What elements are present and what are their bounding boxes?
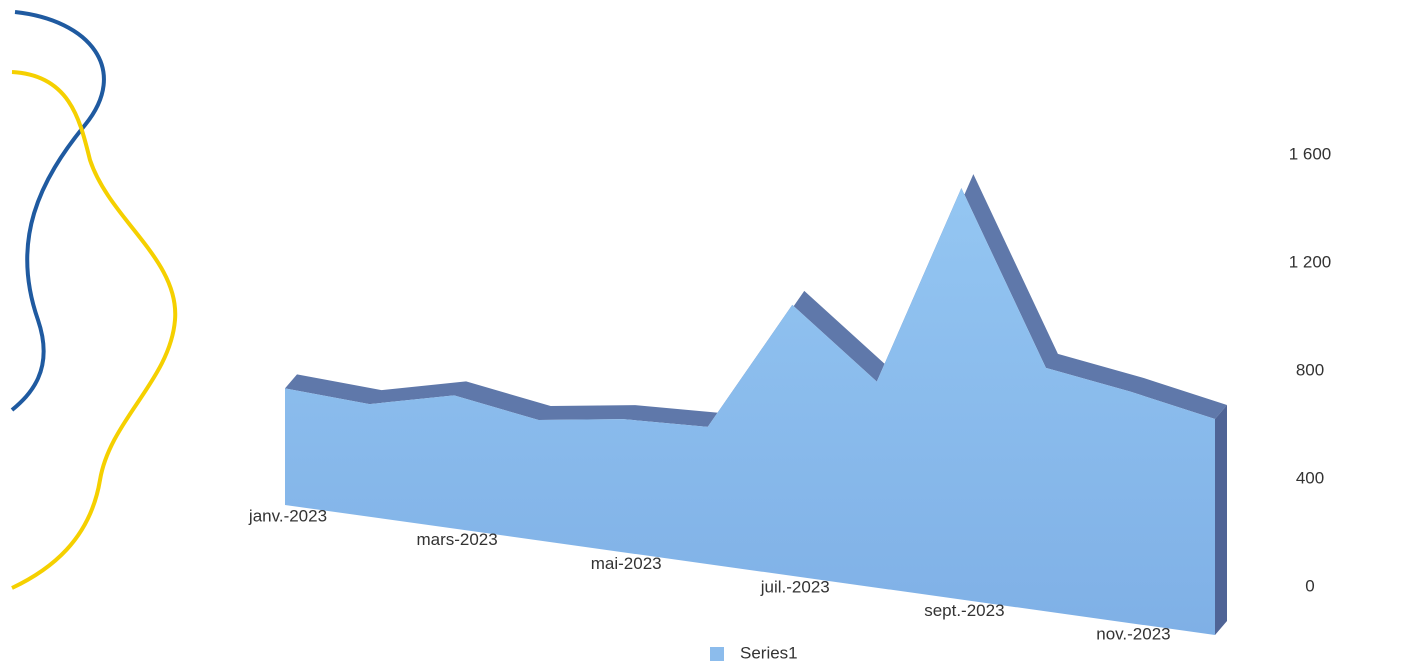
x-tick-label: nov.-2023 [1096, 625, 1170, 644]
decor-curve-blue [10, 10, 106, 412]
x-tick-label: mars-2023 [416, 530, 497, 549]
legend-swatch [710, 647, 724, 661]
area-side [1215, 405, 1227, 635]
area-top [285, 174, 1227, 427]
x-tick-label: sept.-2023 [924, 601, 1004, 620]
area [285, 188, 1215, 635]
x-tick-label: janv.-2023 [248, 506, 327, 525]
legend-label: Series1 [740, 643, 798, 662]
y-tick-label: 1 600 [1289, 144, 1332, 163]
y-tick-label: 400 [1296, 468, 1324, 487]
x-tick-label: juil.-2023 [760, 577, 830, 596]
y-tick-label: 1 200 [1289, 252, 1332, 271]
decor-curve-yellow [11, 70, 178, 590]
y-tick-label: 0 [1305, 576, 1314, 595]
y-tick-label: 800 [1296, 360, 1324, 379]
x-tick-label: mai-2023 [591, 554, 662, 573]
plot: 0 400 800 1 200 1 600 janv.-2023 mars-2023 mai-… [248, 144, 1331, 662]
